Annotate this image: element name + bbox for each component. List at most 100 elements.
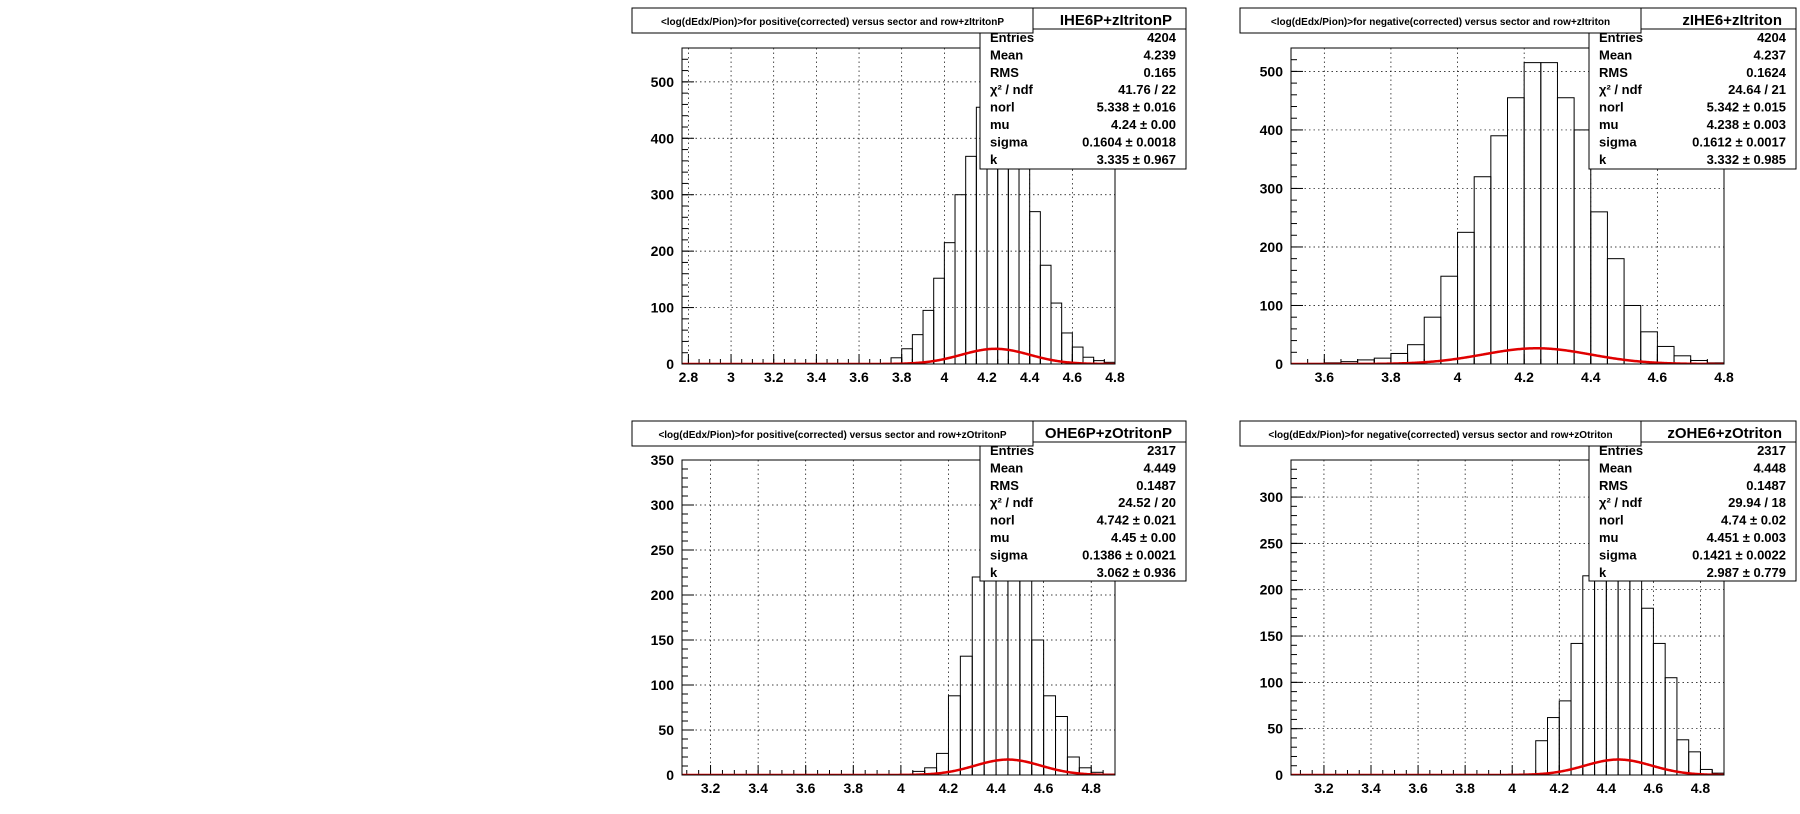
x-tick-label: 4 (1508, 780, 1516, 796)
stats-value: 2317 (1757, 443, 1786, 458)
x-tick-label: 4.6 (1648, 369, 1668, 385)
x-tick-label: 4.6 (1034, 780, 1054, 796)
y-tick-label: 500 (1260, 63, 1284, 79)
chart-panel-3: 3.2 3.4 3.6 3.8 4 4.2 4.4 4.6 4.8 0 50 100 150 200 250… (631, 420, 1187, 796)
stats-name: IHE6P+zItritonP (1060, 12, 1172, 29)
stats-value: 29.94 / 18 (1728, 495, 1786, 510)
x-tick-label: 3.8 (1381, 369, 1401, 385)
stats-value: 4.448 (1753, 460, 1786, 475)
y-tick-label: 400 (1260, 122, 1284, 138)
x-tick-label: 3 (727, 369, 735, 385)
title-box (1239, 7, 1642, 34)
y-tick-label: 0 (1275, 356, 1283, 372)
stats-label: RMS (1599, 478, 1628, 493)
x-tick-label: 3.4 (1361, 780, 1381, 796)
y-tick-label: 100 (1260, 674, 1284, 690)
y-tick-label: 400 (651, 130, 675, 146)
plot-frame (1290, 459, 1725, 776)
y-tick-label: 300 (1260, 180, 1284, 196)
plot-frame (1290, 47, 1725, 365)
stats-value: 4.74 ± 0.02 (1721, 513, 1786, 528)
x-tick-label: 4.4 (1020, 369, 1040, 385)
x-tick-label: 3.6 (796, 780, 816, 796)
stats-value: 4.449 (1143, 460, 1176, 475)
title-box (1239, 420, 1642, 447)
y-tick-label: 150 (1260, 628, 1284, 644)
x-tick-label: 4.2 (1550, 780, 1570, 796)
stats-label: Mean (990, 460, 1023, 475)
y-tick-label: 200 (651, 587, 675, 603)
stats-label: sigma (1599, 134, 1637, 149)
y-tick-label: 0 (666, 767, 674, 783)
stats-label: Mean (990, 47, 1023, 62)
x-tick-label: 3.6 (1408, 780, 1428, 796)
stats-label: RMS (990, 478, 1019, 493)
stats-value: 4.742 ± 0.021 (1097, 513, 1176, 528)
chart-panel-2: 3.6 3.8 4 4.2 4.4 4.6 4.8 0 100 200 300 400 500 zIHE6… (1239, 7, 1797, 385)
stats-value: 4204 (1147, 30, 1177, 45)
stats-value: 4.239 (1143, 47, 1176, 62)
stats-label: norl (990, 513, 1015, 528)
stats-label: χ² / ndf (990, 82, 1034, 97)
stats-value: 3.332 ± 0.985 (1707, 152, 1786, 167)
y-tick-label: 0 (666, 356, 674, 372)
stats-name: zOHE6+zOtriton (1667, 425, 1782, 442)
title-box (631, 7, 1034, 34)
stats-value: 0.1487 (1746, 478, 1786, 493)
x-tick-label: 4.8 (1081, 780, 1101, 796)
y-tick-label: 0 (1275, 767, 1283, 783)
stats-label: Entries (1599, 30, 1643, 45)
stats-label: Entries (990, 443, 1034, 458)
y-tick-label: 150 (651, 632, 675, 648)
stats-box (979, 7, 1187, 170)
stats-value: 4.24 ± 0.00 (1111, 117, 1176, 132)
y-tick-label: 300 (1260, 489, 1284, 505)
stats-value: 4.237 (1753, 47, 1786, 62)
stats-value: 0.1386 ± 0.0021 (1082, 547, 1176, 562)
chart-title: <log(dEdx/Pion)>for positive(corrected) … (661, 17, 1004, 28)
stats-value: 0.1487 (1136, 478, 1176, 493)
stats-value: 5.342 ± 0.015 (1707, 100, 1786, 115)
x-tick-label: 3.8 (1455, 780, 1475, 796)
x-tick-label: 4.6 (1063, 369, 1083, 385)
stats-label: Entries (1599, 443, 1643, 458)
x-tick-label: 2.8 (679, 369, 699, 385)
x-tick-label: 4.4 (1597, 780, 1617, 796)
x-tick-label: 3.2 (764, 369, 784, 385)
y-tick-label: 250 (651, 542, 675, 558)
stats-value: 24.52 / 20 (1118, 495, 1176, 510)
stats-label: k (990, 565, 998, 580)
chart-title: <log(dEdx/Pion)>for positive(corrected) … (658, 430, 1006, 441)
y-tick-label: 350 (651, 452, 675, 468)
stats-box (1588, 420, 1797, 582)
stats-label: Mean (1599, 460, 1632, 475)
title-box (631, 420, 1034, 447)
stats-value: 24.64 / 21 (1728, 82, 1786, 97)
x-tick-label: 4.4 (986, 780, 1006, 796)
y-tick-label: 100 (1260, 297, 1284, 313)
stats-label: k (1599, 565, 1607, 580)
stats-name: OHE6P+zOtritonP (1045, 425, 1172, 442)
stats-label: mu (1599, 117, 1619, 132)
x-tick-label: 4.6 (1644, 780, 1664, 796)
stats-value: 2317 (1147, 443, 1176, 458)
x-tick-label: 4.4 (1581, 369, 1601, 385)
x-tick-label: 3.4 (807, 369, 827, 385)
x-tick-label: 4.8 (1691, 780, 1711, 796)
x-tick-label: 3.8 (892, 369, 912, 385)
x-tick-label: 4.2 (1514, 369, 1534, 385)
chart-title: <log(dEdx/Pion)>for negative(corrected) … (1271, 17, 1610, 28)
y-tick-label: 500 (651, 74, 675, 90)
y-tick-label: 50 (658, 722, 674, 738)
stats-value: 0.1624 (1746, 65, 1787, 80)
stats-label: χ² / ndf (1599, 82, 1643, 97)
stats-label: k (990, 152, 998, 167)
stats-name: zIHE6+zItriton (1682, 12, 1782, 29)
stats-label: sigma (1599, 547, 1637, 562)
stats-label: k (1599, 152, 1607, 167)
y-tick-label: 100 (651, 300, 675, 316)
x-tick-label: 3.6 (849, 369, 869, 385)
stats-label: mu (990, 117, 1010, 132)
stats-label: sigma (990, 134, 1028, 149)
